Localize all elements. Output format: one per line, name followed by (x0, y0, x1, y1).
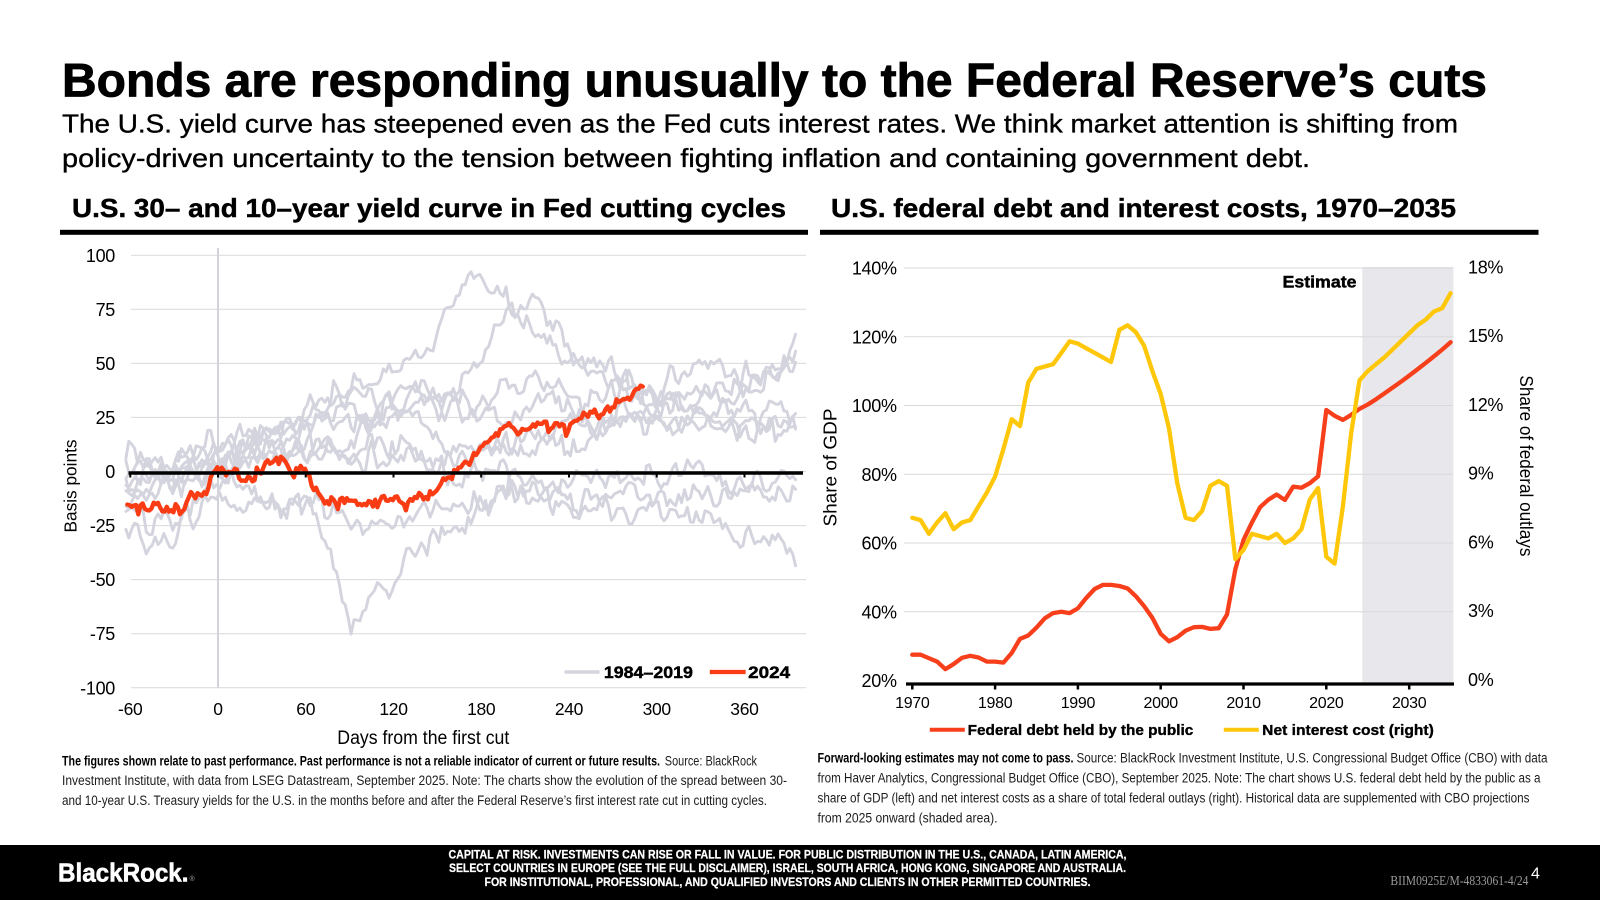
svg-text:120%: 120% (852, 327, 897, 347)
svg-text:®: ® (190, 875, 196, 883)
svg-text:0%: 0% (1468, 670, 1494, 690)
svg-text:1970: 1970 (895, 695, 930, 712)
svg-text:Share of federal outlays: Share of federal outlays (1516, 375, 1536, 556)
svg-text:-100: -100 (80, 678, 115, 698)
svg-text:15%: 15% (1468, 326, 1503, 346)
svg-text:180: 180 (467, 699, 496, 719)
svg-text:3%: 3% (1468, 601, 1494, 621)
svg-text:20%: 20% (862, 671, 897, 691)
svg-text:and 10-year U.S. Treasury yiel: and 10-year U.S. Treasury yields for the… (62, 793, 767, 808)
svg-text:BlackRock.: BlackRock. (58, 860, 189, 888)
svg-text:0: 0 (105, 462, 115, 482)
svg-text:Investment Institute, with dat: Investment Institute, with data from LSE… (62, 773, 787, 788)
svg-text:Source: BlackRock Investment I: Source: BlackRock Investment Institute, … (1077, 751, 1548, 766)
svg-text:25: 25 (96, 408, 116, 428)
svg-text:140%: 140% (852, 259, 897, 279)
svg-text:share of GDP (left) and net in: share of GDP (left) and net interest cos… (818, 791, 1530, 806)
svg-text:12%: 12% (1468, 395, 1503, 415)
svg-text:6%: 6% (1468, 532, 1494, 552)
svg-text:The U.S. yield curve has steep: The U.S. yield curve has steepened even … (62, 109, 1458, 139)
svg-text:-25: -25 (90, 516, 115, 536)
svg-text:-50: -50 (90, 570, 115, 590)
svg-text:Basis points: Basis points (61, 439, 81, 532)
svg-text:The figures shown relate to pa: The figures shown relate to past perform… (62, 754, 660, 769)
svg-text:Bonds are responding unusually: Bonds are responding unusually to the Fe… (62, 53, 1487, 106)
svg-text:300: 300 (643, 699, 672, 719)
svg-text:from Haver Analytics, Congress: from Haver Analytics, Congressional Budg… (818, 771, 1541, 786)
svg-text:-75: -75 (90, 624, 115, 644)
svg-text:BIIM0925E/M-4833061-4/24: BIIM0925E/M-4833061-4/24 (1390, 873, 1528, 888)
svg-text:0: 0 (213, 699, 223, 719)
svg-text:50: 50 (96, 354, 116, 374)
svg-text:FOR INSTITUTIONAL, PROFESSIONA: FOR INSTITUTIONAL, PROFESSIONAL, AND QUA… (485, 875, 1091, 889)
svg-text:18%: 18% (1468, 257, 1503, 277)
svg-text:1980: 1980 (978, 695, 1013, 712)
svg-text:Share of GDP: Share of GDP (821, 409, 841, 527)
svg-text:U.S. 30– and 10–year yield cur: U.S. 30– and 10–year yield curve in Fed … (72, 193, 786, 223)
svg-text:240: 240 (555, 699, 584, 719)
svg-text:75: 75 (96, 300, 116, 320)
svg-text:2000: 2000 (1144, 695, 1179, 712)
svg-text:100: 100 (86, 246, 115, 266)
svg-text:CAPITAL AT RISK. INVESTMENTS C: CAPITAL AT RISK. INVESTMENTS CAN RISE OR… (449, 847, 1127, 861)
svg-text:-60: -60 (118, 699, 143, 719)
svg-text:Federal debt held by the publi: Federal debt held by the public (968, 723, 1194, 739)
svg-text:80%: 80% (862, 465, 897, 485)
svg-text:U.S. federal debt and interest: U.S. federal debt and interest costs, 19… (831, 193, 1456, 223)
svg-text:120: 120 (379, 699, 408, 719)
svg-text:60%: 60% (862, 534, 897, 554)
svg-text:2030: 2030 (1392, 695, 1427, 712)
svg-text:policy-driven uncertainty to t: policy-driven uncertainty to the tension… (62, 143, 1310, 173)
svg-text:from 2025 onward (shaded area): from 2025 onward (shaded area). (818, 811, 998, 826)
svg-text:Days from the first cut: Days from the first cut (337, 728, 510, 749)
svg-text:100%: 100% (852, 396, 897, 416)
svg-text:2020: 2020 (1309, 695, 1344, 712)
svg-text:2010: 2010 (1226, 695, 1261, 712)
svg-text:Source: BlackRock: Source: BlackRock (665, 754, 757, 769)
svg-text:2024: 2024 (748, 663, 791, 682)
svg-text:SELECT COUNTRIES IN EUROPE (SE: SELECT COUNTRIES IN EUROPE (SEE THE FULL… (449, 861, 1126, 875)
svg-text:Estimate: Estimate (1283, 273, 1357, 292)
svg-text:Net interest cost (right): Net interest cost (right) (1262, 723, 1434, 739)
svg-text:1990: 1990 (1061, 695, 1096, 712)
svg-text:60: 60 (296, 699, 315, 719)
svg-text:Forward-looking estimates may: Forward-looking estimates may not come t… (818, 751, 1074, 766)
svg-text:40%: 40% (862, 602, 897, 622)
svg-text:1984–2019: 1984–2019 (604, 663, 693, 682)
svg-text:360: 360 (730, 699, 759, 719)
svg-text:9%: 9% (1468, 464, 1494, 484)
svg-text:4: 4 (1531, 866, 1540, 883)
